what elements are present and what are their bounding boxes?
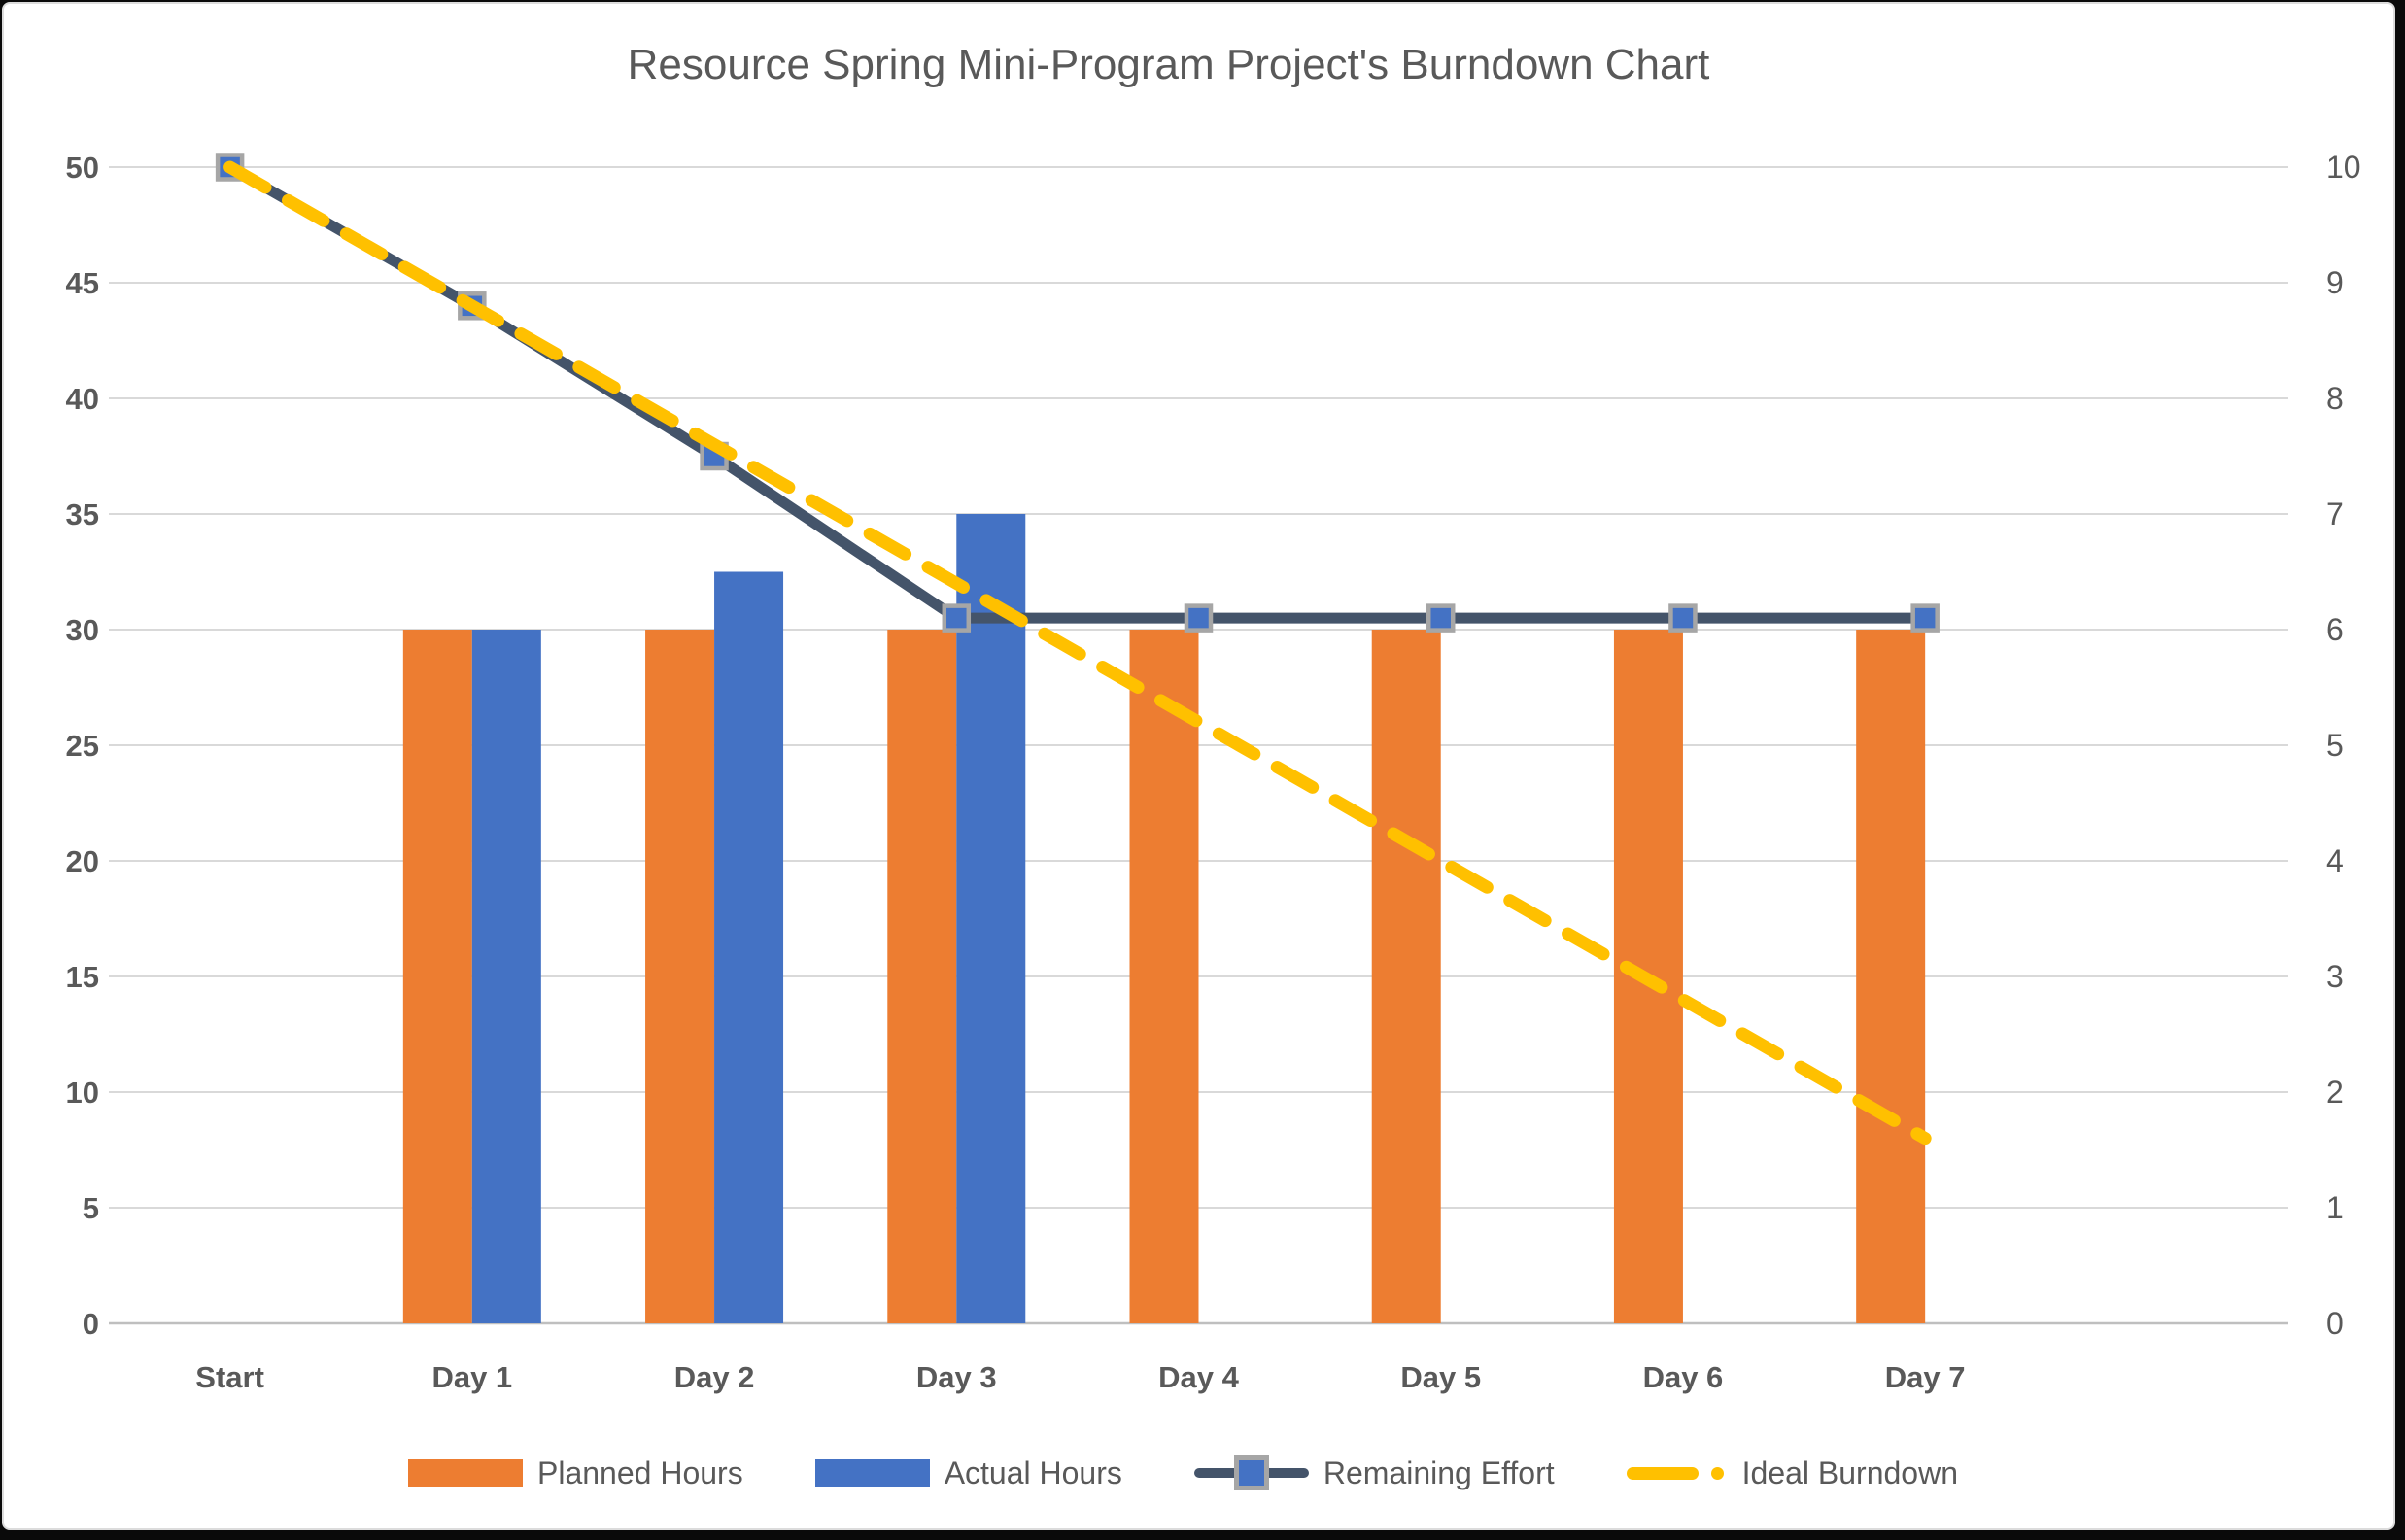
bar-actual-hours	[714, 571, 784, 1323]
x-axis-label: Day 5	[1400, 1360, 1481, 1394]
x-axis-label: Day 1	[431, 1360, 512, 1394]
y-axis-label-right: 7	[2326, 496, 2344, 531]
y-axis-label-right: 8	[2326, 381, 2344, 416]
legend-item-remaining-effort: Remaining Effort	[1193, 1454, 1555, 1491]
legend-label-actual-hours: Actual Hours	[944, 1454, 1122, 1490]
bar-planned-hours	[645, 630, 715, 1323]
x-axis-label: Day 6	[1643, 1360, 1724, 1394]
y-axis-label-right: 9	[2326, 265, 2344, 300]
y-axis-label-left: 5	[83, 1191, 99, 1225]
remaining-effort-line	[226, 162, 1926, 624]
square-marker-icon	[1233, 1455, 1269, 1490]
remaining-effort-marker	[1184, 603, 1214, 633]
y-axis-label-left: 15	[66, 960, 99, 994]
bar-planned-hours	[1856, 630, 1926, 1323]
legend-label-planned-hours: Planned Hours	[537, 1454, 743, 1490]
legend-item-actual-hours: Actual Hours	[814, 1454, 1122, 1491]
ideal-burndown-swatch-icon	[1626, 1466, 1728, 1480]
bar-planned-hours	[402, 630, 472, 1323]
y-axis-label-right: 1	[2326, 1190, 2344, 1225]
y-axis-label-left: 30	[66, 613, 99, 647]
y-axis-label-left: 0	[83, 1307, 99, 1341]
y-axis-label-left: 20	[66, 844, 99, 878]
y-axis-label-right: 5	[2326, 728, 2344, 763]
x-axis-label: Day 4	[1158, 1360, 1239, 1394]
y-axis-label-left: 40	[66, 382, 99, 416]
remaining-effort-marker	[1910, 603, 1940, 633]
bar-planned-hours	[1371, 630, 1441, 1323]
legend-item-planned-hours: Planned Hours	[408, 1455, 743, 1491]
chart-title: Resource Spring Mini-Program Project's B…	[627, 41, 1710, 88]
y-axis-label-right: 3	[2326, 959, 2344, 994]
bar-actual-hours	[956, 514, 1026, 1323]
x-axis-label: Day 3	[916, 1360, 997, 1394]
actual-hours-swatch-icon	[814, 1459, 930, 1487]
chart-legend: Planned Hours Actual Hours Remaining Eff…	[0, 1444, 2366, 1502]
x-axis-label: Start	[195, 1360, 264, 1394]
remaining-effort-marker	[942, 603, 972, 633]
legend-item-ideal-burndown: Ideal Burndown	[1626, 1454, 1958, 1491]
y-axis-label-right: 0	[2326, 1306, 2344, 1341]
planned-hours-swatch-icon	[408, 1459, 523, 1487]
remaining-effort-marker	[1668, 603, 1698, 633]
remaining-effort-marker	[1426, 603, 1456, 633]
remaining-effort-swatch-icon	[1193, 1454, 1309, 1491]
y-axis-label-right: 10	[2326, 150, 2361, 185]
legend-label-remaining-effort: Remaining Effort	[1323, 1454, 1555, 1490]
bar-planned-hours	[1129, 630, 1199, 1323]
y-axis-label-left: 45	[66, 266, 99, 300]
y-axis-label-left: 10	[66, 1076, 99, 1110]
bar-actual-hours	[471, 630, 541, 1323]
y-axis-label-right: 4	[2326, 843, 2344, 878]
x-axis-label: Day 2	[674, 1360, 755, 1394]
legend-label-ideal-burndown: Ideal Burndown	[1741, 1454, 1958, 1490]
y-axis-label-left: 35	[66, 497, 99, 531]
y-axis-label-right: 2	[2326, 1075, 2344, 1110]
y-axis-label-left: 50	[66, 151, 99, 185]
x-axis-label: Day 7	[1885, 1360, 1966, 1394]
y-axis-label-right: 6	[2326, 612, 2344, 647]
ideal-burndown-line	[223, 160, 1932, 1146]
bar-planned-hours	[887, 630, 957, 1323]
y-axis-label-left: 25	[66, 729, 99, 763]
